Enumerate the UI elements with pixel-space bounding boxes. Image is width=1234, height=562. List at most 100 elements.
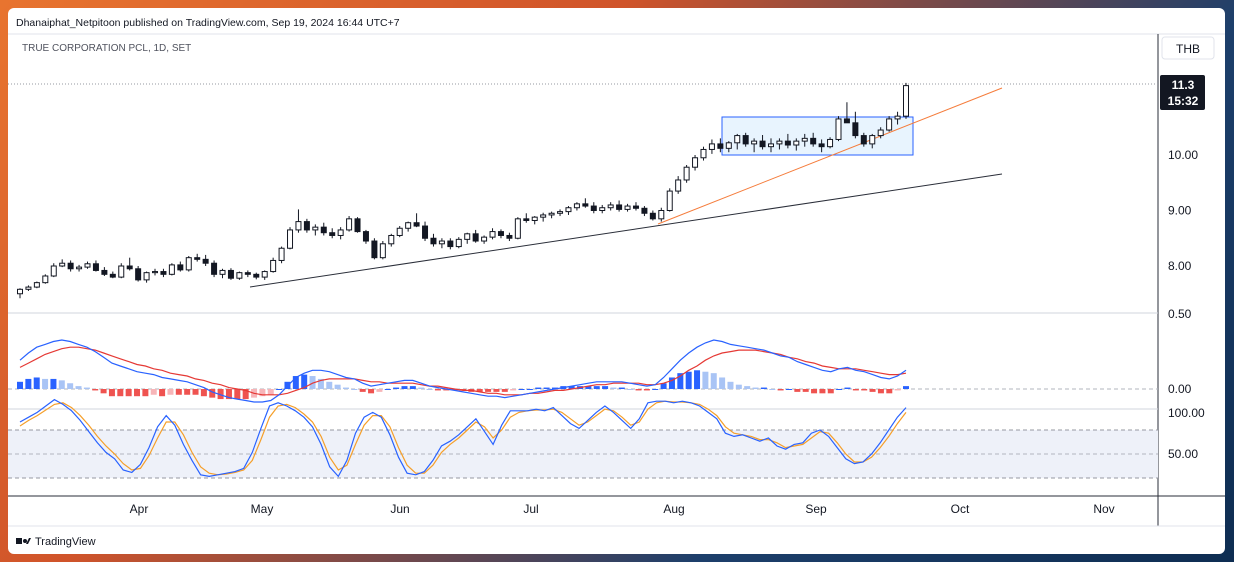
macd-histogram-bar xyxy=(25,378,32,389)
macd-histogram-bar xyxy=(426,389,433,390)
candle xyxy=(278,246,285,264)
candle-body xyxy=(219,269,226,275)
candle xyxy=(295,209,302,233)
candle-body xyxy=(877,129,884,137)
macd-histogram-bar xyxy=(710,373,717,389)
candle-body xyxy=(506,234,513,239)
candle xyxy=(50,263,57,278)
axes-labels: 8.00 9.00 10.00 0.50 0.00 100.00 50.00 Apr May Ju… xyxy=(130,148,1205,516)
tradingview-logo-icon[interactable] xyxy=(16,538,31,544)
candle xyxy=(135,266,142,282)
candle xyxy=(810,132,817,147)
candle-body xyxy=(894,115,901,120)
candle-body xyxy=(624,205,631,210)
candle-body xyxy=(497,231,504,236)
candle-body xyxy=(455,238,462,248)
candle xyxy=(658,207,665,222)
candle-body xyxy=(337,229,344,236)
candle-body xyxy=(422,225,429,239)
macd-histogram-bar xyxy=(200,389,207,397)
macd-histogram-bar xyxy=(510,389,517,391)
candle-body xyxy=(362,231,369,242)
macd-histogram-bar xyxy=(869,389,876,392)
candle xyxy=(287,227,294,250)
candle xyxy=(270,257,277,273)
candle xyxy=(683,164,690,183)
macd-histogram-bar xyxy=(292,376,299,389)
macd-histogram-bar xyxy=(685,371,692,389)
candle xyxy=(92,260,99,272)
short-trendline[interactable] xyxy=(657,87,1003,225)
candle xyxy=(590,202,597,214)
candle xyxy=(379,241,386,260)
candle-body xyxy=(692,157,699,168)
candle xyxy=(649,210,656,221)
candle xyxy=(17,288,23,299)
candle-body xyxy=(84,263,91,268)
macd-histogram-bar xyxy=(342,387,349,389)
candle xyxy=(253,272,260,280)
candle-body xyxy=(464,233,471,240)
candle xyxy=(194,253,201,262)
candle-body xyxy=(725,142,732,149)
candle xyxy=(489,228,496,240)
macd-histogram-bar xyxy=(735,384,742,389)
macd-histogram-bar xyxy=(827,389,834,394)
macd-histogram-bar xyxy=(844,387,851,389)
candle xyxy=(143,271,150,283)
candle xyxy=(877,127,884,139)
candle xyxy=(25,285,32,291)
macd-histogram-bar xyxy=(434,389,441,391)
candle xyxy=(312,224,319,236)
candle-body xyxy=(801,137,808,142)
macd-histogram-bar xyxy=(568,386,575,389)
last-price-value: 11.3 xyxy=(1172,78,1195,92)
macd-histogram-bar xyxy=(602,386,609,389)
price-axis-label: 9.00 xyxy=(1168,204,1192,218)
candle xyxy=(447,238,454,250)
candle xyxy=(472,229,479,243)
candle xyxy=(185,256,192,272)
macd-histogram-bar xyxy=(727,381,734,389)
candle xyxy=(692,155,699,171)
macd-histogram-bar xyxy=(33,377,40,389)
candle-body xyxy=(253,273,260,278)
candle-body xyxy=(573,203,580,209)
macd-histogram-bar xyxy=(443,389,450,391)
candle-body xyxy=(160,271,167,275)
macd-histogram-bar xyxy=(451,389,458,391)
macd-histogram-bar xyxy=(67,383,74,389)
candle-body xyxy=(42,275,49,284)
time-axis-label: May xyxy=(251,502,274,516)
candle xyxy=(337,227,344,240)
candle xyxy=(784,133,791,149)
candle xyxy=(742,132,749,147)
candle xyxy=(903,82,909,119)
long-trendline[interactable] xyxy=(249,173,1003,288)
candle-body xyxy=(784,140,791,146)
candle-body xyxy=(751,140,758,145)
candle xyxy=(801,133,808,147)
candle xyxy=(616,200,623,212)
footer-brand[interactable]: TradingView xyxy=(35,536,96,548)
candle-body xyxy=(590,205,597,211)
candle xyxy=(624,203,631,212)
candle-body xyxy=(767,143,774,148)
candle xyxy=(430,233,437,247)
macd-histogram-bar xyxy=(719,377,726,389)
currency-button[interactable] xyxy=(1161,36,1215,60)
candle xyxy=(362,229,369,244)
candle-body xyxy=(565,207,572,213)
candle xyxy=(422,221,429,242)
candle-body xyxy=(827,138,834,148)
candle-body xyxy=(177,264,184,271)
candle xyxy=(388,233,395,247)
macd-histogram-bar xyxy=(752,387,759,389)
macd-histogram-bar xyxy=(309,376,316,389)
macd-histogram-bar xyxy=(142,389,149,397)
candle-body xyxy=(278,247,285,261)
consolidation-box[interactable] xyxy=(721,116,914,156)
macd-histogram-bar xyxy=(744,386,751,389)
candle-body xyxy=(776,140,783,145)
macd-histogram-bar xyxy=(836,389,843,390)
